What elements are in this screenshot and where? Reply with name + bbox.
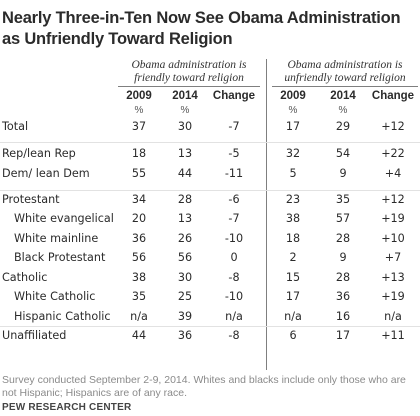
- table-cell: 6: [289, 329, 297, 342]
- group-separator: [0, 326, 420, 327]
- table-cell: +12: [381, 120, 405, 133]
- row-label: Hispanic Catholic: [14, 310, 111, 323]
- table-cell: n/a: [384, 310, 402, 323]
- column-divider: [266, 59, 267, 370]
- table-cell: 54: [335, 147, 351, 160]
- table-cell: 36: [131, 232, 147, 245]
- table-cell: -7: [228, 212, 240, 225]
- group-rule-unfriendly: [272, 86, 418, 87]
- table-cell: 55: [131, 167, 147, 180]
- row-label: Catholic: [2, 271, 48, 284]
- group-header-unfriendly: Obama administration is unfriendly towar…: [284, 59, 406, 84]
- source-label: PEW RESEARCH CENTER: [2, 402, 132, 413]
- table-cell: +19: [381, 212, 405, 225]
- table-cell: 39: [177, 310, 193, 323]
- table-cell: 44: [177, 167, 193, 180]
- table-cell: 13: [177, 212, 193, 225]
- group-header-friendly: Obama administration is friendly toward …: [131, 59, 247, 84]
- table-cell: 56: [177, 251, 193, 264]
- table-cell: +22: [381, 147, 405, 160]
- table-cell: +7: [384, 251, 402, 264]
- table-cell: +19: [381, 290, 405, 303]
- table-cell: -5: [228, 147, 240, 160]
- chart-title: Nearly Three-in-Ten Now See Obama Admini…: [2, 9, 401, 48]
- table-cell: 28: [177, 193, 193, 206]
- group-rule-friendly: [118, 86, 260, 87]
- group-separator: [0, 190, 420, 191]
- table-cell: 56: [131, 251, 147, 264]
- column-header: Change: [371, 90, 415, 102]
- table-cell: 26: [177, 232, 193, 245]
- table-cell: 0: [230, 251, 238, 264]
- table-cell: -10: [224, 232, 244, 245]
- table-cell: 15: [285, 271, 301, 284]
- table-cell: n/a: [225, 310, 243, 323]
- row-label: White evangelical: [14, 212, 114, 225]
- table-cell: 28: [335, 271, 351, 284]
- table-cell: 30: [177, 271, 193, 284]
- row-label: Black Protestant: [14, 251, 106, 264]
- table-cell: 17: [285, 120, 301, 133]
- table-cell: 25: [177, 290, 193, 303]
- group-separator: [0, 142, 420, 143]
- table-cell: 20: [131, 212, 147, 225]
- table-cell: 23: [285, 193, 301, 206]
- table-cell: 36: [335, 290, 351, 303]
- row-label: Unaffiliated: [2, 329, 67, 342]
- row-label: White Catholic: [14, 290, 96, 303]
- table-cell: 32: [285, 147, 301, 160]
- table-cell: 44: [131, 329, 147, 342]
- table-cell: 37: [131, 120, 147, 133]
- table-cell: 17: [285, 290, 301, 303]
- row-label: Protestant: [2, 193, 60, 206]
- table-cell: 35: [131, 290, 147, 303]
- table-cell: +11: [381, 329, 405, 342]
- table-cell: 9: [339, 167, 347, 180]
- table-cell: -8: [228, 271, 240, 284]
- table-cell: 13: [177, 147, 193, 160]
- column-header: 2009: [280, 90, 306, 102]
- unit-label: %: [180, 105, 190, 116]
- table-cell: 35: [335, 193, 351, 206]
- table-cell: 38: [285, 212, 301, 225]
- row-label: Dem/ lean Dem: [2, 167, 90, 180]
- table-cell: 57: [335, 212, 351, 225]
- table-cell: +10: [381, 232, 405, 245]
- survey-note: Survey conducted September 2-9, 2014. Wh…: [2, 374, 406, 399]
- table-cell: 2: [289, 251, 297, 264]
- table-cell: 5: [289, 167, 297, 180]
- table-cell: -6: [228, 193, 240, 206]
- table-cell: n/a: [284, 310, 302, 323]
- table-cell: 38: [131, 271, 147, 284]
- row-label: White mainline: [14, 232, 99, 245]
- table-cell: 18: [285, 232, 301, 245]
- row-label: Total: [2, 120, 29, 133]
- table-cell: 30: [177, 120, 193, 133]
- table-cell: n/a: [130, 310, 148, 323]
- column-header: Change: [212, 90, 256, 102]
- table-cell: +13: [381, 271, 405, 284]
- row-label: Rep/lean Rep: [2, 147, 76, 160]
- unit-label: %: [288, 105, 298, 116]
- table-cell: 29: [335, 120, 351, 133]
- table-cell: 36: [177, 329, 193, 342]
- column-header: 2009: [126, 90, 152, 102]
- column-header: 2014: [172, 90, 198, 102]
- table-cell: +12: [381, 193, 405, 206]
- table-cell: 9: [339, 251, 347, 264]
- column-header: 2014: [330, 90, 356, 102]
- table-cell: -11: [224, 167, 244, 180]
- table-cell: -10: [224, 290, 244, 303]
- table-cell: +4: [384, 167, 402, 180]
- table-cell: 28: [335, 232, 351, 245]
- table-cell: 16: [335, 310, 351, 323]
- table-cell: -8: [228, 329, 240, 342]
- unit-label: %: [134, 105, 144, 116]
- table-cell: 18: [131, 147, 147, 160]
- table-cell: -7: [228, 120, 240, 133]
- unit-label: %: [338, 105, 348, 116]
- table-cell: 34: [131, 193, 147, 206]
- table-cell: 17: [335, 329, 351, 342]
